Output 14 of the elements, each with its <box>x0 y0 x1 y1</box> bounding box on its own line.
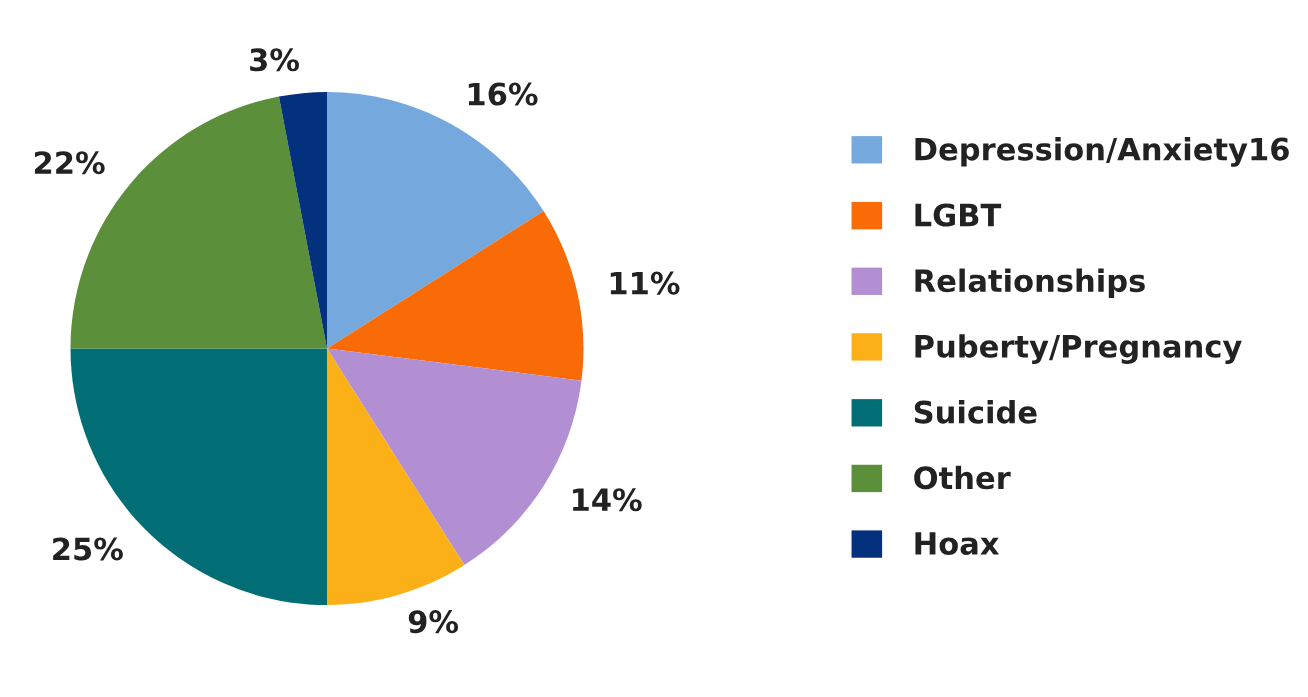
legend-label: Depression/Anxiety16 <box>915 137 1289 167</box>
legend-label: Other <box>914 465 1011 490</box>
data-label: 22% <box>34 151 105 175</box>
data-label: 11% <box>610 271 680 295</box>
data-label: 9% <box>408 610 459 634</box>
data-label: 3% <box>250 48 299 72</box>
legend-label: LGBT <box>915 203 1002 227</box>
legend-label: Suicide <box>914 400 1037 424</box>
legend-label: Relationships <box>915 268 1145 299</box>
data-label: 25% <box>53 537 123 561</box>
legend-label: Puberty/Pregnancy <box>915 334 1242 364</box>
data-label: 14% <box>573 488 642 512</box>
data-label: 16% <box>468 82 538 106</box>
legend-label: Hoax <box>915 532 1000 555</box>
